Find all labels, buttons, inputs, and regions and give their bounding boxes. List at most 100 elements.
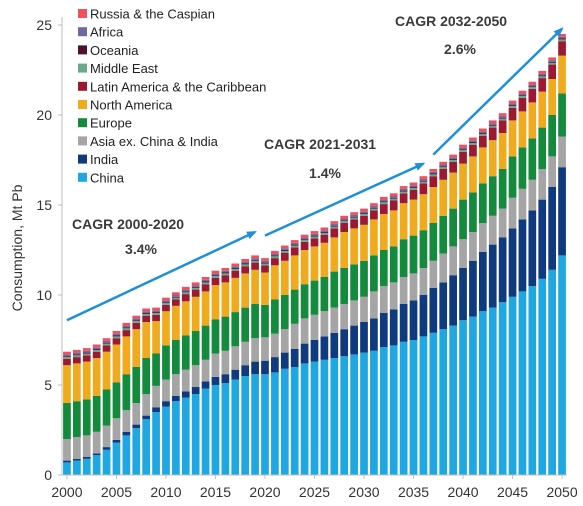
legend-swatch [78,172,87,182]
bar-segment [379,201,388,203]
bar-segment [370,255,378,292]
bar-segment [350,217,358,220]
bar-segment [478,147,487,184]
bar-segment [310,361,319,475]
bar-segment [142,313,151,314]
bar-segment [280,260,289,295]
bar-segment [82,457,91,459]
bar-segment [72,355,81,358]
bar-segment [350,325,358,355]
bar-segment [181,286,190,290]
bar-segment [172,292,180,295]
bar-segment [162,401,170,407]
bar-segment [251,262,259,270]
y-tick-label: 25 [36,17,52,33]
bar-segment [330,237,339,272]
legend-swatch [78,154,87,164]
bar-segment [409,235,418,274]
bar-segment [379,286,388,313]
bar-segment [508,100,517,104]
bar-segment [82,350,91,353]
bar-segment [251,374,259,475]
x-tick-label: 2015 [200,484,231,500]
bar-segment [271,250,279,254]
bar-segment [389,200,398,211]
bar-segment [439,179,448,216]
bar-segment [112,331,121,334]
bar-segment [280,368,289,475]
bar-segment [399,186,408,189]
cagr-rate: 3.4% [125,241,157,257]
bar-segment [72,349,81,353]
bar-segment [172,305,180,340]
bar-segment [340,329,349,357]
bar-segment [72,357,81,364]
bar-segment [340,220,349,222]
bar-segment [379,202,388,205]
bar-segment [251,259,259,261]
bar-segment [82,361,91,400]
bar-segment [498,115,507,118]
bar-segment [429,332,438,475]
bar-segment [330,226,339,229]
bar-segment [181,301,190,336]
bar-segment [320,311,329,337]
bar-segment [221,374,230,384]
bar-segment [211,319,220,354]
bar-segment [548,79,557,115]
x-tick-label: 2035 [398,484,429,500]
bar-segment [191,386,200,394]
bar-segment [548,57,557,61]
bar-segment [518,291,527,475]
bar-segment [290,349,299,367]
bar-segment [478,135,487,148]
bar-segment [201,279,210,282]
bar-segment [370,205,378,208]
bar-segment [122,374,131,411]
bar-segment [538,75,547,77]
legend: Russia & the Caspian Africa Oceania Middle … [78,7,266,185]
y-tick-label: 10 [36,287,52,303]
legend-swatch [78,63,87,73]
bar-segment [429,171,438,174]
bar-segment [469,142,477,145]
bar-segment [330,228,339,238]
bar-segment [469,260,477,317]
bar-segment [459,199,467,240]
bar-segment [280,250,289,253]
bar-segment [231,263,240,267]
bar-segment [478,311,487,475]
bar-segment [280,245,289,249]
bar-segment [201,282,210,285]
bar-segment [558,41,566,56]
bar-segment [310,246,319,281]
bar-segment [112,382,121,419]
bar-segment [320,242,329,277]
bar-segment [508,120,517,157]
bar-segment [478,251,487,312]
bar-segment [231,266,240,268]
bar-segment [102,351,111,390]
bar-segment [320,227,329,231]
bar-segment [379,196,388,200]
y-tick-label: 5 [44,377,52,393]
bar-segment [360,213,368,214]
bar-segment [201,325,210,360]
bar-segment [112,418,121,440]
bar-segment [92,431,101,454]
bar-segment [122,327,131,329]
bar-segment [251,269,259,304]
bar-segment [191,287,200,290]
bar-segment [172,395,180,402]
bar-segment [162,303,170,305]
bar-segment [370,210,378,220]
bar-segment [330,271,339,308]
bar-segment [350,300,358,326]
legend-swatch [78,81,87,91]
bar-segment [429,176,438,187]
bar-segment [201,381,210,389]
bar-segment [231,268,240,271]
bar-segment [132,428,141,475]
bar-segment [389,196,398,198]
